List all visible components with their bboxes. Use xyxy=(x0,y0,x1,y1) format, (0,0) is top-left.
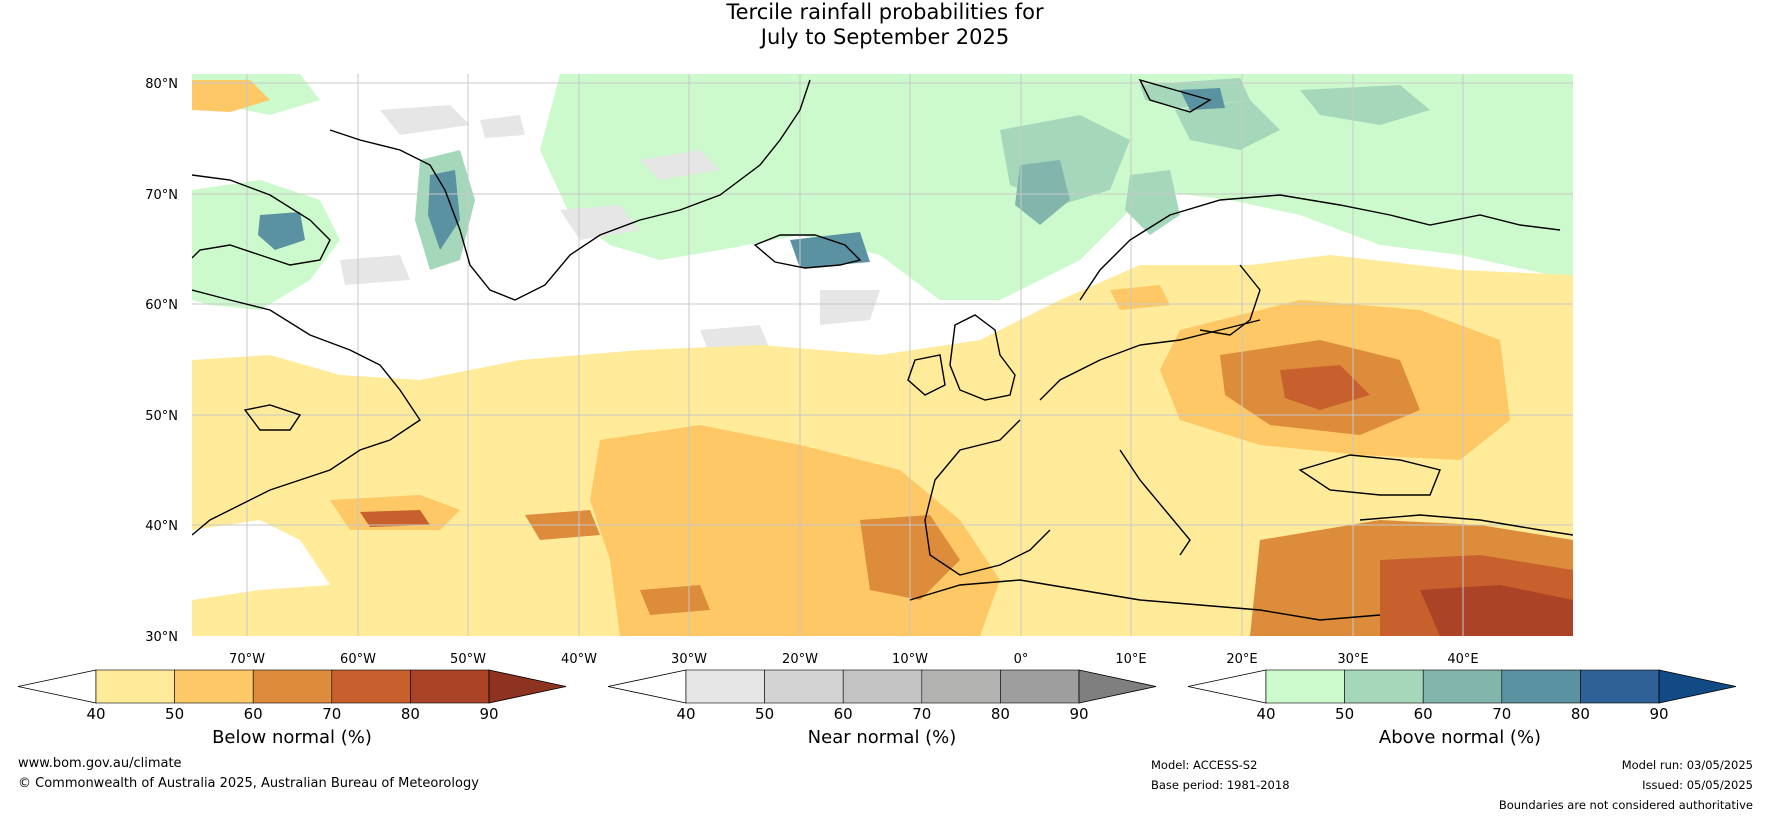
colorbar-above-tick-label: 60 xyxy=(1414,705,1433,723)
colorbar-near-label: Near normal (%) xyxy=(807,727,957,748)
lat-label-70n: 70°N xyxy=(145,188,178,203)
colorbar-below-segment xyxy=(174,669,254,704)
lon-label-20w: 20°W xyxy=(782,652,818,667)
colorbar-below-tick-label: 70 xyxy=(322,705,341,723)
lon-label-30w: 30°W xyxy=(671,652,707,667)
footer-copyright: © Commonwealth of Australia 2025, Austra… xyxy=(18,776,479,791)
lon-label-40e: 40°E xyxy=(1447,652,1478,667)
colorbar-below-segment xyxy=(252,669,333,704)
lon-label-40w: 40°W xyxy=(561,652,597,667)
footer-model: Model: ACCESS-S2 xyxy=(1151,758,1258,772)
colorbar-near-segment xyxy=(921,669,1001,704)
title-line-2: July to September 2025 xyxy=(760,25,1010,49)
colorbar-below-tick-label: 50 xyxy=(165,705,184,723)
colorbar-near-tick-label: 40 xyxy=(676,705,695,723)
colorbar-below-tick-label: 90 xyxy=(479,705,498,723)
lon-label-20e: 20°E xyxy=(1226,652,1257,667)
lon-label-10w: 10°W xyxy=(892,652,928,667)
colorbar-near: 40 50 60 70 80 90 xyxy=(607,669,1157,723)
footer-disclaimer: Boundaries are not considered authoritat… xyxy=(1498,798,1753,812)
lat-label-30n: 30°N xyxy=(145,630,178,645)
lon-axis-labels: 70°W 60°W 50°W 40°W 30°W 20°W 10°W 0° 10… xyxy=(229,652,1479,667)
colorbar-near-tick-label: 60 xyxy=(834,705,853,723)
colorbar-near-extend-high xyxy=(1078,669,1157,704)
colorbar-near-tick-label: 50 xyxy=(755,705,774,723)
colorbar-near-segment xyxy=(764,669,844,704)
title-line-1: Tercile rainfall probabilities for xyxy=(726,0,1044,24)
map-title: Tercile rainfall probabilities for July … xyxy=(0,0,1770,50)
colorbar-above-segment xyxy=(1422,669,1503,704)
colorbar-below-extend-high xyxy=(488,669,567,704)
colorbar-near-extend-low xyxy=(607,669,687,704)
lat-label-40n: 40°N xyxy=(145,519,178,534)
colorbar-above: 40 50 60 70 80 90 xyxy=(1187,669,1737,723)
footer-issued: Issued: 05/05/2025 xyxy=(1642,778,1753,792)
colorbar-above-extend-low xyxy=(1187,669,1267,704)
colorbar-below-segment xyxy=(95,669,175,704)
lat-label-60n: 60°N xyxy=(145,298,178,313)
lon-label-10e: 10°E xyxy=(1115,652,1146,667)
colorbar-below: 40 50 60 70 80 90 xyxy=(17,669,567,723)
footer-website: www.bom.gov.au/climate xyxy=(18,756,182,771)
colorbar-near-tick-label: 90 xyxy=(1069,705,1088,723)
colorbar-below-tick-label: 60 xyxy=(244,705,263,723)
lat-axis-labels: 80°N 70°N 60°N 50°N 40°N 30°N xyxy=(145,77,178,645)
lon-label-60w: 60°W xyxy=(340,652,376,667)
colorbar-near-tick-label: 80 xyxy=(991,705,1010,723)
colorbar-above-label: Above normal (%) xyxy=(1378,727,1542,748)
map-plot-area xyxy=(192,74,1573,636)
lon-label-0: 0° xyxy=(1014,652,1029,667)
colorbar-near-tick-label: 70 xyxy=(912,705,931,723)
colorbar-above-segment xyxy=(1580,669,1660,704)
colorbar-above-tick-label: 90 xyxy=(1649,705,1668,723)
footer-model-run: Model run: 03/05/2025 xyxy=(1621,758,1753,772)
colorbars: 40 50 60 70 80 90 40 50 60 70 80 90 40 50 60 70 80 90 xyxy=(17,669,1737,723)
graticule xyxy=(192,74,1573,636)
colorbar-below-segment xyxy=(331,669,411,704)
colorbar-above-extend-high xyxy=(1658,669,1737,704)
colorbar-below-tick-label: 80 xyxy=(401,705,420,723)
colorbar-above-tick-label: 80 xyxy=(1571,705,1590,723)
colorbar-above-segment xyxy=(1501,669,1581,704)
colorbar-below-extend-low xyxy=(17,669,97,704)
below-normal-regions xyxy=(192,80,1573,636)
colorbar-above-tick-label: 70 xyxy=(1492,705,1511,723)
colorbar-below-tick-label: 40 xyxy=(86,705,105,723)
colorbar-above-segment xyxy=(1265,669,1345,704)
footer-base-period: Base period: 1981-2018 xyxy=(1151,778,1290,792)
lat-label-80n: 80°N xyxy=(145,77,178,92)
coastlines xyxy=(192,78,1573,621)
colorbar-near-segment xyxy=(1000,669,1080,704)
colorbar-near-segment xyxy=(685,669,765,704)
colorbar-above-tick-label: 40 xyxy=(1256,705,1275,723)
lon-label-70w: 70°W xyxy=(229,652,265,667)
colorbar-above-segment xyxy=(1344,669,1424,704)
colorbar-below-label: Below normal (%) xyxy=(212,727,372,748)
colorbar-near-segment xyxy=(842,669,923,704)
lon-label-50w: 50°W xyxy=(450,652,486,667)
lat-label-50n: 50°N xyxy=(145,409,178,424)
colorbar-above-tick-label: 50 xyxy=(1335,705,1354,723)
lon-label-30e: 30°E xyxy=(1337,652,1368,667)
colorbar-below-segment xyxy=(410,669,490,704)
